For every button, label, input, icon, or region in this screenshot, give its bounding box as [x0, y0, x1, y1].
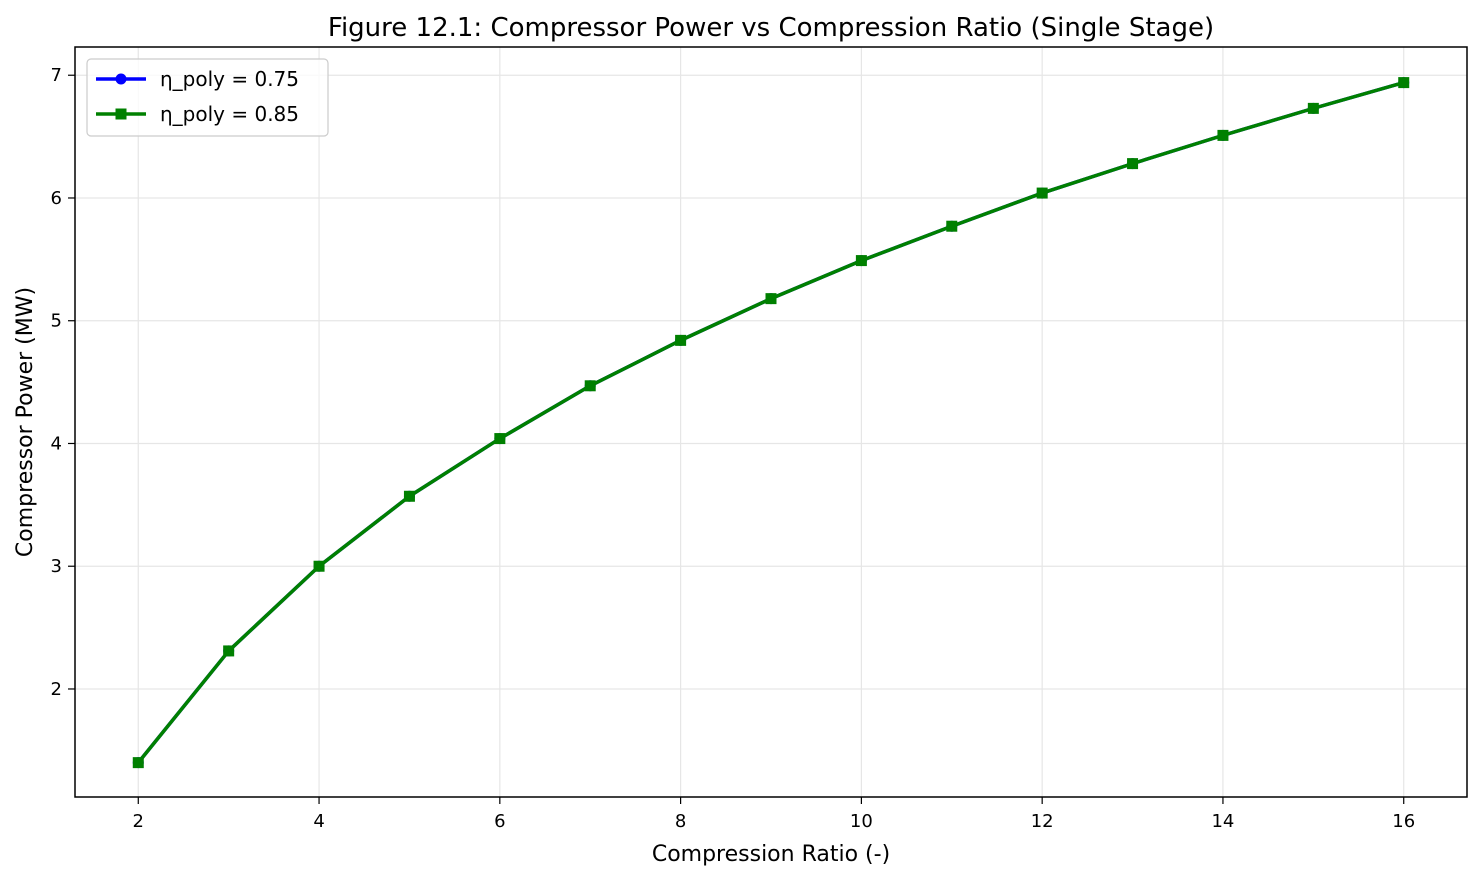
legend: η_poly = 0.75 η_poly = 0.85 — [86, 58, 329, 137]
data-point — [1398, 77, 1410, 89]
data-point — [675, 334, 687, 346]
x-tick-label: 14 — [1211, 811, 1234, 832]
series-line — [136, 80, 1405, 764]
plot-frame — [74, 46, 1468, 798]
data-point — [1036, 187, 1048, 199]
data-point — [403, 490, 415, 502]
axis-ticks: 2 4 6 8 10 12 14 16 2 3 4 5 6 7 — [51, 65, 1416, 832]
series-2 — [132, 77, 1410, 769]
series-layer — [132, 77, 1410, 769]
x-tick-label: 10 — [850, 811, 873, 832]
y-tick-label: 3 — [51, 556, 62, 577]
x-tick-label: 16 — [1392, 811, 1415, 832]
series-1 — [132, 77, 1410, 769]
x-tick-label: 4 — [313, 811, 324, 832]
data-point — [313, 560, 325, 572]
legend-box — [86, 58, 329, 137]
y-tick-label: 5 — [51, 311, 62, 332]
legend-label: η_poly = 0.85 — [160, 102, 299, 126]
legend-entry: η_poly = 0.75 — [96, 67, 299, 91]
grid-lines — [75, 47, 1467, 797]
x-tick-label: 8 — [675, 811, 686, 832]
data-point — [132, 757, 144, 769]
y-tick-label: 4 — [51, 433, 62, 454]
legend-label: η_poly = 0.75 — [160, 67, 299, 91]
x-tick-label: 12 — [1031, 811, 1054, 832]
y-tick-label: 7 — [51, 65, 62, 86]
x-tick-label: 6 — [494, 811, 505, 832]
x-axis-label: Compression Ratio (-) — [652, 842, 890, 867]
y-tick-label: 2 — [51, 679, 62, 700]
chart-title: Figure 12.1: Compressor Power vs Compres… — [328, 13, 1214, 43]
data-point — [946, 220, 958, 232]
data-point — [765, 293, 777, 305]
data-point — [494, 433, 506, 445]
x-tick-label: 2 — [133, 811, 144, 832]
data-point — [584, 380, 596, 392]
data-point — [1307, 102, 1319, 114]
data-point — [115, 73, 127, 85]
data-point — [1127, 158, 1139, 170]
data-point — [223, 645, 235, 657]
series-line — [136, 80, 1405, 764]
data-point — [1217, 129, 1229, 141]
data-point — [855, 255, 867, 267]
y-tick-label: 6 — [51, 188, 62, 209]
data-point — [115, 108, 127, 120]
legend-entry: η_poly = 0.85 — [96, 102, 299, 126]
y-axis-label: Compressor Power (MW) — [13, 287, 38, 557]
